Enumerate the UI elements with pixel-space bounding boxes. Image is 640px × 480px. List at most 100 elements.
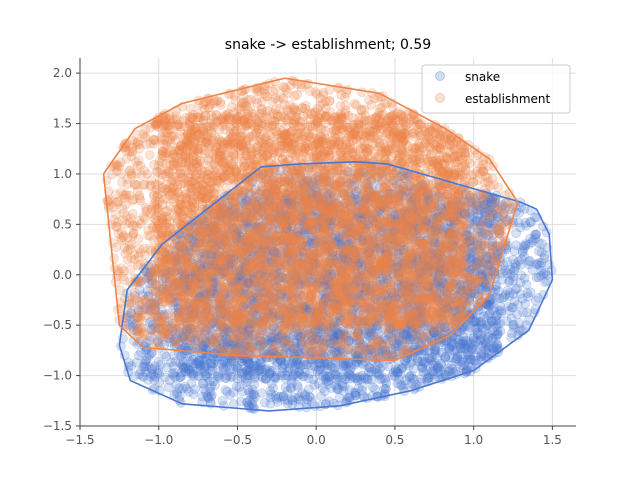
point-snake <box>281 219 292 230</box>
point-snake <box>276 289 286 300</box>
point-snake <box>418 357 429 367</box>
point-snake <box>460 343 470 354</box>
point-snake <box>215 247 225 257</box>
point-snake <box>484 341 494 352</box>
point-snake <box>198 214 208 224</box>
point-snake <box>252 362 262 372</box>
point-snake <box>373 203 384 213</box>
point-snake <box>525 287 536 298</box>
point-snake <box>163 382 174 393</box>
point-snake <box>469 355 480 366</box>
point-snake <box>429 213 440 224</box>
point-snake <box>475 335 486 346</box>
point-snake <box>440 353 451 364</box>
point-snake <box>534 246 544 256</box>
point-snake <box>296 320 306 331</box>
point-snake <box>384 228 395 239</box>
point-snake <box>443 294 453 305</box>
point-snake <box>225 390 235 400</box>
point-snake <box>500 203 511 213</box>
grid <box>79 58 576 427</box>
point-snake <box>156 359 166 370</box>
point-snake <box>318 218 329 229</box>
point-snake <box>200 261 210 271</box>
point-snake <box>180 247 191 257</box>
point-snake <box>318 321 329 332</box>
point-snake <box>504 305 515 316</box>
point-snake <box>193 253 203 264</box>
point-snake <box>392 368 403 379</box>
point-snake <box>261 174 272 185</box>
point-snake <box>287 192 297 202</box>
point-snake <box>511 261 521 271</box>
point-snake <box>188 389 199 399</box>
point-snake <box>149 375 160 385</box>
chart-title: snake -> establishment; 0.59 <box>225 37 431 53</box>
point-snake <box>390 293 401 303</box>
point-snake <box>403 223 414 233</box>
point-snake <box>198 378 209 389</box>
point-snake <box>355 257 366 268</box>
point-snake <box>418 333 429 344</box>
point-snake <box>485 212 496 223</box>
point-snake <box>514 318 525 328</box>
point-snake <box>283 310 294 321</box>
point-snake <box>188 368 199 379</box>
point-snake <box>354 371 365 382</box>
point-snake <box>407 263 418 273</box>
point-snake <box>217 395 228 406</box>
point-snake <box>518 307 529 318</box>
point-snake <box>338 262 348 272</box>
point-snake <box>273 392 284 402</box>
point-snake <box>258 373 268 383</box>
point-snake <box>389 239 400 249</box>
point-snake <box>499 292 509 303</box>
series-establishment-points <box>101 75 518 364</box>
point-snake <box>378 222 388 233</box>
point-snake <box>464 208 475 218</box>
point-snake <box>455 343 466 354</box>
point-snake <box>286 394 297 405</box>
point-snake <box>345 284 356 295</box>
point-snake <box>208 277 218 288</box>
point-snake <box>221 365 231 375</box>
point-snake <box>356 374 367 385</box>
point-snake <box>122 310 132 321</box>
point-snake <box>462 300 472 310</box>
point-snake <box>315 361 326 372</box>
point-snake <box>414 206 425 217</box>
point-snake <box>428 369 439 380</box>
point-snake <box>294 258 305 268</box>
point-snake <box>408 201 419 212</box>
point-snake <box>471 316 481 327</box>
point-snake <box>347 293 358 303</box>
point-snake <box>169 281 179 292</box>
point-snake <box>362 374 373 384</box>
point-snake <box>191 358 201 369</box>
point-snake <box>411 197 421 207</box>
point-snake <box>511 228 521 238</box>
point-snake <box>517 247 528 257</box>
point-snake <box>428 217 438 228</box>
point-snake <box>428 237 439 247</box>
point-snake <box>461 285 472 296</box>
point-snake <box>354 212 365 223</box>
point-snake <box>339 198 350 209</box>
point-snake <box>210 355 220 365</box>
point-snake <box>221 311 232 322</box>
point-snake <box>356 215 366 226</box>
point-snake <box>276 264 286 275</box>
point-snake <box>394 252 405 263</box>
point-snake <box>399 258 409 268</box>
point-snake <box>490 316 501 326</box>
point-snake <box>519 273 530 284</box>
point-snake <box>194 355 205 366</box>
point-snake <box>367 322 378 332</box>
point-snake <box>299 301 309 312</box>
point-snake <box>531 229 542 239</box>
point-snake <box>344 385 355 395</box>
point-snake <box>382 238 392 248</box>
point-snake <box>324 283 335 294</box>
point-snake <box>306 397 317 407</box>
point-snake <box>234 211 244 222</box>
